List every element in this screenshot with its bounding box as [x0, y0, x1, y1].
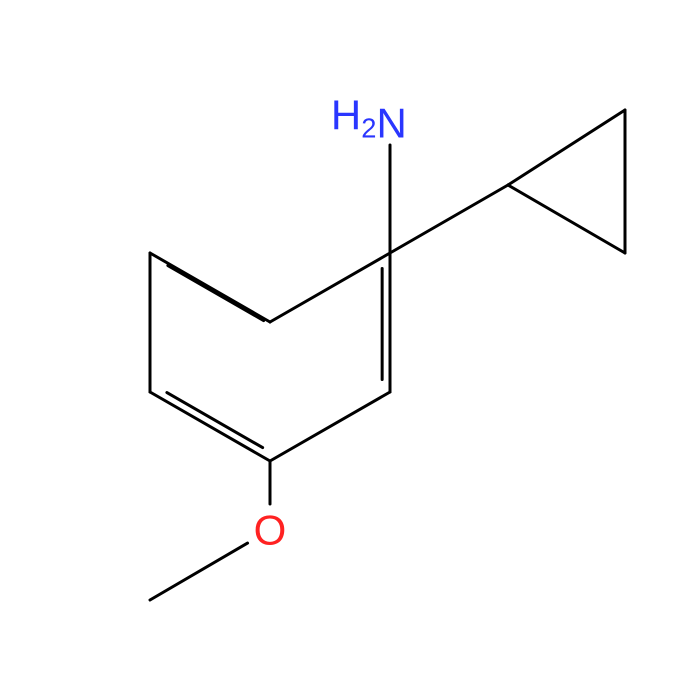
- bond: [270, 253, 390, 322]
- bond: [390, 185, 508, 253]
- bond: [150, 543, 248, 600]
- molecule-diagram: H2N O: [0, 0, 700, 700]
- bond-double: [167, 393, 263, 448]
- atom-labels: H2N O: [254, 92, 407, 554]
- atom-o: O: [254, 507, 287, 554]
- bond: [508, 185, 625, 253]
- bond: [508, 110, 625, 185]
- bonds: [150, 110, 625, 600]
- bond: [270, 392, 390, 461]
- bond-double: [168, 266, 264, 321]
- atom-n: H2N: [331, 92, 407, 147]
- bond: [150, 253, 270, 322]
- bond: [150, 392, 270, 461]
